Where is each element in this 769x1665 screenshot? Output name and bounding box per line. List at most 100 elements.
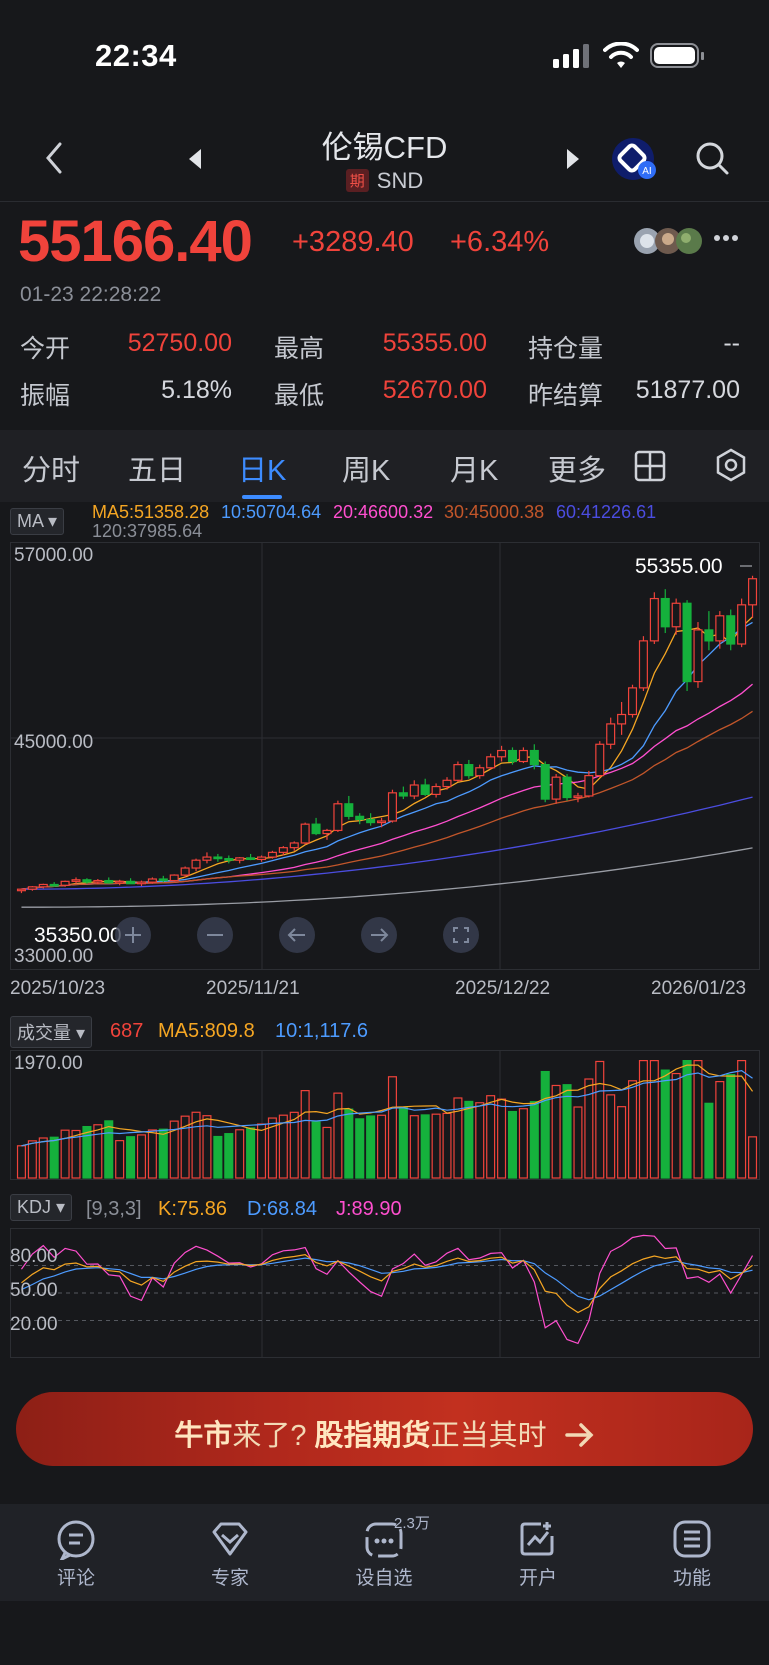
- candle-body: [726, 615, 736, 645]
- promo-banner-text[interactable]: 牛市来了? 股指期货正当其时: [16, 1412, 753, 1454]
- settings-icon[interactable]: [714, 448, 748, 482]
- ma30-value: 30:45000.38: [444, 502, 545, 522]
- candle-body: [71, 879, 81, 882]
- candle-body: [213, 856, 223, 860]
- candle-body: [16, 888, 26, 892]
- next-instrument-icon[interactable]: [564, 148, 582, 170]
- volume-bar: [289, 1111, 299, 1179]
- candle-body: [377, 820, 387, 824]
- back-icon[interactable]: [42, 140, 66, 176]
- volume-bar: [169, 1120, 179, 1179]
- volume-bar: [246, 1127, 256, 1179]
- tab-weekly-k[interactable]: 周K: [342, 455, 391, 487]
- discussion-avatars[interactable]: [632, 226, 706, 256]
- nav-expert-label[interactable]: 专家: [210, 1568, 249, 1589]
- candle-body: [136, 881, 147, 885]
- chevron-down-icon: ▾: [56, 1197, 66, 1217]
- scroll-left-button[interactable]: [278, 916, 316, 954]
- candle-body: [486, 756, 496, 769]
- nav-watchlist-label[interactable]: 设自选: [355, 1568, 413, 1589]
- candle-body: [104, 879, 114, 884]
- scroll-right-button[interactable]: [360, 916, 398, 954]
- amplitude-label: 振幅: [20, 382, 71, 410]
- nav-comment-label[interactable]: 评论: [56, 1568, 95, 1589]
- candle-body: [49, 883, 59, 887]
- menu-icon: [673, 1520, 711, 1558]
- kdj-chart[interactable]: [10, 1228, 760, 1358]
- nav-functions[interactable]: [637, 1518, 747, 1560]
- tab-monthly-k[interactable]: 月K: [450, 455, 499, 487]
- volume-bar: [136, 1134, 147, 1179]
- x-axis-date-2: 2025/11/21: [206, 978, 300, 999]
- volume-bar: [191, 1111, 201, 1179]
- volume-bar: [115, 1140, 125, 1179]
- volume-bar: [627, 1080, 638, 1179]
- nav-comment[interactable]: [21, 1518, 131, 1560]
- candle-body: [617, 713, 627, 725]
- volume-bar: [748, 1136, 758, 1179]
- volume-bar: [442, 1112, 452, 1179]
- candle-body: [202, 856, 212, 861]
- x-axis-date-3: 2025/12/22: [455, 978, 551, 999]
- watchlist-icon: [365, 1522, 403, 1558]
- volume-bar: [529, 1101, 539, 1179]
- y-axis-mid: 45000.00: [14, 732, 94, 753]
- instrument-symbol: SND: [376, 168, 424, 193]
- kdj-level-50: 50.00: [10, 1280, 58, 1301]
- active-tab-indicator: [242, 495, 282, 499]
- more-icon[interactable]: [713, 230, 739, 246]
- indicator-selector-volume[interactable]: 成交量 ▾: [10, 1016, 93, 1048]
- nav-open-account[interactable]: [483, 1518, 593, 1560]
- indicator-selector-ma[interactable]: MA ▾: [10, 508, 65, 535]
- tab-more[interactable]: 更多: [548, 455, 607, 487]
- candle-body: [82, 879, 92, 883]
- volume-bar: [180, 1115, 190, 1179]
- zoom-out-button[interactable]: [196, 916, 234, 954]
- search-icon[interactable]: [694, 140, 730, 176]
- fullscreen-button[interactable]: [442, 916, 480, 954]
- low-label: 最低: [274, 382, 325, 410]
- volume-bar: [256, 1123, 267, 1179]
- promo-banner[interactable]: [16, 1392, 753, 1466]
- price-chart[interactable]: [10, 542, 760, 970]
- candle-body: [431, 785, 441, 795]
- tab-five-day[interactable]: 五日: [128, 455, 187, 487]
- indicator-selector-kdj[interactable]: KDJ ▾: [10, 1194, 73, 1221]
- ai-assistant-icon[interactable]: AI: [610, 136, 660, 182]
- volume-bar: [158, 1128, 168, 1179]
- ma60-value: 60:41226.61: [556, 502, 657, 522]
- zoom-in-button[interactable]: [114, 916, 152, 954]
- high-value: 55355.00: [382, 329, 487, 357]
- volume-bar: [693, 1059, 703, 1179]
- nav-open-account-label[interactable]: 开户: [518, 1568, 557, 1589]
- price-change: +3289.40: [292, 226, 414, 258]
- candle-body: [693, 629, 703, 683]
- ma120-value: 120:37985.64: [92, 521, 203, 541]
- open-label: 今开: [20, 335, 71, 363]
- volume-bar: [377, 1114, 387, 1179]
- kdj-selector-label: KDJ: [17, 1197, 52, 1217]
- volume-chart[interactable]: [10, 1050, 760, 1180]
- banner-text-2: 来了?: [232, 1420, 315, 1452]
- previous-instrument-icon[interactable]: [186, 148, 204, 170]
- low-price-marker: 35350.00: [34, 924, 122, 947]
- tab-intraday[interactable]: 分时: [22, 455, 81, 487]
- kdj-k-value: K:75.86: [158, 1198, 227, 1220]
- volume-bar: [737, 1059, 747, 1179]
- layout-grid-icon[interactable]: [634, 450, 666, 482]
- volume-bar: [704, 1102, 714, 1179]
- candle-body: [627, 687, 638, 716]
- nav-watchlist[interactable]: [329, 1518, 439, 1560]
- nav-functions-label[interactable]: 功能: [672, 1568, 711, 1589]
- expert-icon: [212, 1522, 248, 1556]
- volume-bar: [606, 1094, 616, 1179]
- volume-bar: [126, 1136, 136, 1179]
- volume-bar: [322, 1126, 332, 1179]
- nav-expert[interactable]: [175, 1518, 285, 1560]
- volume-bar: [235, 1129, 245, 1179]
- banner-text-3: 股指期货: [314, 1420, 431, 1452]
- chevron-down-icon: ▾: [76, 1023, 86, 1043]
- tab-daily-k[interactable]: 日K: [238, 455, 287, 487]
- x-axis-date-4: 2026/01/23: [651, 978, 747, 999]
- volume-bar: [660, 1069, 670, 1179]
